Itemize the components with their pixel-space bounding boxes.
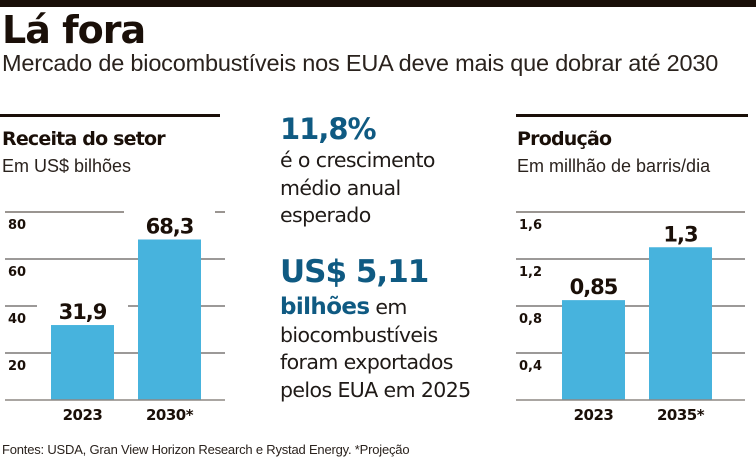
page-title: Lá fora bbox=[2, 8, 146, 52]
growth-stat-description: é o crescimento médio anual esperado bbox=[280, 147, 435, 230]
chart1-bar bbox=[138, 239, 201, 400]
export-stat-line: biocombustíveis bbox=[280, 322, 438, 347]
chart1-category-label: 2030* bbox=[146, 406, 194, 424]
chart1-title: Receita do setor bbox=[2, 128, 166, 150]
chart2-bar bbox=[649, 247, 712, 400]
export-stat-unit: bilhões bbox=[280, 294, 370, 320]
footer-sources: Fontes: USDA, Gran View Horizon Research… bbox=[2, 442, 410, 457]
growth-stat-value: 11,8% bbox=[280, 112, 377, 146]
chart2-ytick-label: 1,2 bbox=[519, 265, 542, 280]
export-stat-line: foram exportados bbox=[280, 350, 453, 374]
chart2-ytick-label: 0,4 bbox=[519, 359, 542, 374]
chart2-category-label: 2035* bbox=[657, 406, 705, 424]
chart2-value-label-bg bbox=[548, 270, 639, 301]
growth-stat-line: é o crescimento bbox=[280, 148, 435, 172]
chart2-value-label-bg bbox=[635, 217, 726, 248]
chart2-title: Produção bbox=[517, 128, 612, 150]
chart1-ytick-label: 60 bbox=[8, 265, 26, 280]
right-panel-rule bbox=[516, 114, 748, 117]
chart2-value-label: 1,3 bbox=[663, 222, 697, 246]
chart2-ytick-label: 1,6 bbox=[519, 218, 542, 233]
chart1-value-label-bg bbox=[124, 209, 215, 240]
chart2-bar bbox=[562, 300, 625, 400]
growth-stat-line: esperado bbox=[280, 203, 371, 227]
top-rule bbox=[0, 0, 756, 7]
chart1-value-label-bg bbox=[37, 295, 128, 326]
chart1-value-label: 31,9 bbox=[59, 300, 107, 324]
chart1-category-label: 2023 bbox=[63, 406, 103, 424]
export-stat-line: pelos EUA em 2025 bbox=[280, 377, 471, 402]
export-stat-unit-line: bilhões em bbox=[280, 294, 471, 322]
chart1-ytick-label: 80 bbox=[8, 218, 26, 233]
export-stat-description: bilhões em biocombustíveis foram exporta… bbox=[280, 294, 471, 404]
chart2-value-label: 0,85 bbox=[570, 275, 618, 299]
left-panel-rule bbox=[0, 114, 220, 117]
growth-stat-line: médio anual bbox=[280, 175, 401, 200]
chart1-bar bbox=[51, 325, 114, 400]
chart1-ytick-label: 20 bbox=[8, 359, 26, 374]
export-stat-value: US$ 5,11 bbox=[280, 254, 429, 290]
chart1-value-label: 68,3 bbox=[146, 214, 194, 238]
chart1-subtitle: Em US$ bilhões bbox=[2, 156, 132, 176]
chart2-ytick-label: 0,8 bbox=[519, 312, 542, 327]
export-stat-unit-suffix: em bbox=[369, 295, 407, 319]
chart2-subtitle: Em millhão de barris/dia bbox=[517, 156, 711, 176]
chart1-ytick-label: 40 bbox=[8, 312, 26, 327]
chart2-category-label: 2023 bbox=[574, 406, 614, 424]
page-subtitle: Mercado de biocombustíveis nos EUA deve … bbox=[2, 50, 719, 76]
